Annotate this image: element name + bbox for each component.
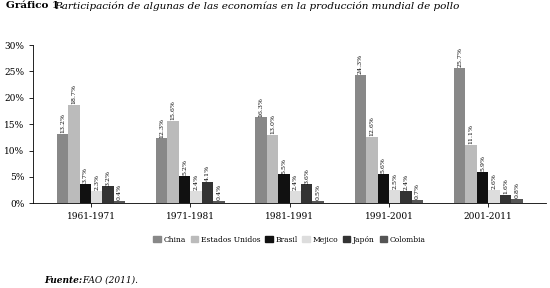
Text: 0.4%: 0.4%: [117, 184, 122, 200]
Text: 5.9%: 5.9%: [480, 156, 485, 171]
Bar: [213, 201, 224, 203]
Text: 2.5%: 2.5%: [392, 173, 397, 189]
Text: 16.3%: 16.3%: [258, 97, 263, 117]
Bar: [511, 199, 522, 203]
Text: 2.3%: 2.3%: [94, 174, 99, 190]
Text: 12.3%: 12.3%: [160, 118, 164, 138]
Bar: [412, 200, 423, 203]
Bar: [114, 201, 125, 203]
Text: 5.2%: 5.2%: [182, 159, 187, 175]
Bar: [102, 186, 114, 203]
Text: Gráfico 1.: Gráfico 1.: [6, 1, 63, 10]
Bar: [168, 121, 179, 203]
Text: 25.7%: 25.7%: [457, 47, 462, 67]
Text: 15.6%: 15.6%: [170, 101, 175, 120]
Bar: [267, 135, 278, 203]
Text: 0.5%: 0.5%: [316, 184, 321, 200]
Text: 3.7%: 3.7%: [83, 167, 88, 183]
Bar: [488, 190, 500, 203]
Bar: [179, 176, 190, 203]
Bar: [366, 137, 377, 203]
Bar: [454, 68, 465, 203]
Bar: [255, 117, 267, 203]
Bar: [68, 105, 80, 203]
Text: 4.1%: 4.1%: [205, 165, 210, 181]
Text: 5.6%: 5.6%: [381, 157, 386, 173]
Bar: [400, 191, 412, 203]
Text: FAO (2011).: FAO (2011).: [80, 276, 138, 285]
Text: Participación de algunas de las economías en la producción mundial de pollo: Participación de algunas de las economía…: [52, 1, 460, 11]
Text: 24.3%: 24.3%: [358, 54, 363, 74]
Bar: [156, 139, 168, 203]
Text: 2.4%: 2.4%: [404, 174, 409, 190]
Text: 0.7%: 0.7%: [415, 183, 420, 199]
Bar: [202, 182, 213, 203]
Bar: [500, 195, 511, 203]
Text: 5.5%: 5.5%: [282, 158, 287, 173]
Text: 2.6%: 2.6%: [492, 173, 497, 189]
Text: 13.2%: 13.2%: [60, 113, 65, 133]
Text: 11.1%: 11.1%: [469, 124, 474, 144]
Bar: [80, 184, 91, 203]
Text: 2.4%: 2.4%: [293, 174, 298, 190]
Bar: [377, 174, 389, 203]
Bar: [477, 172, 488, 203]
Text: 1.6%: 1.6%: [503, 178, 508, 194]
Bar: [57, 134, 68, 203]
Bar: [312, 201, 324, 203]
Text: 3.2%: 3.2%: [106, 170, 111, 186]
Text: 3.6%: 3.6%: [304, 168, 309, 183]
Bar: [465, 145, 477, 203]
Text: Fuente:: Fuente:: [44, 276, 82, 285]
Bar: [290, 191, 301, 203]
Text: 13.0%: 13.0%: [270, 114, 275, 134]
Bar: [278, 174, 290, 203]
Bar: [301, 184, 312, 203]
Legend: China, Estados Unidos, Brasil, Mejico, Japón, Colombia: China, Estados Unidos, Brasil, Mejico, J…: [153, 236, 426, 244]
Bar: [91, 191, 102, 203]
Bar: [355, 75, 366, 203]
Text: 0.4%: 0.4%: [216, 184, 221, 200]
Bar: [389, 190, 400, 203]
Text: 0.8%: 0.8%: [514, 182, 519, 198]
Text: 2.4%: 2.4%: [194, 174, 199, 190]
Bar: [190, 191, 202, 203]
Text: 12.6%: 12.6%: [370, 116, 375, 136]
Text: 18.7%: 18.7%: [72, 84, 76, 104]
